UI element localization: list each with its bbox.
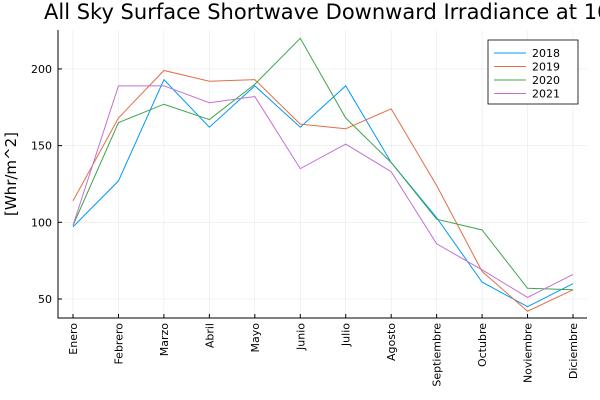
legend-label: 2018 [532,47,560,60]
x-tick-label: Julio [340,323,353,347]
y-tick-label: 150 [31,140,52,153]
y-tick-label: 200 [31,63,52,76]
x-tick-label: Marzo [158,323,171,357]
series-line [72,37,574,291]
x-tick-label: Mayo [249,323,262,353]
series-line [72,85,574,299]
legend-label: 2019 [532,61,560,74]
y-tick-label: 100 [31,216,52,229]
axes [57,30,587,319]
x-tick-label: Junio [294,323,307,351]
chart-title: All Sky Surface Shortwave Downward Irrad… [44,0,600,24]
x-tick-label: Noviembre [522,323,535,383]
legend-label: 2020 [532,74,560,87]
y-axis-label: [Whr/m^2] [2,132,20,216]
x-tick-label: Octubre [476,323,489,367]
series-line [72,69,574,312]
x-tick-label: Agosto [385,323,398,361]
y-tick-label: 50 [38,293,52,306]
series-line [72,78,574,308]
x-tick-label: Septiembre [431,323,444,387]
x-tick-label: Diciembre [567,323,580,379]
x-tick-label: Abril [203,323,216,348]
legend-label: 2021 [532,88,560,101]
x-tick-label: Febrero [112,323,125,365]
x-tick-label: Enero [67,323,80,355]
